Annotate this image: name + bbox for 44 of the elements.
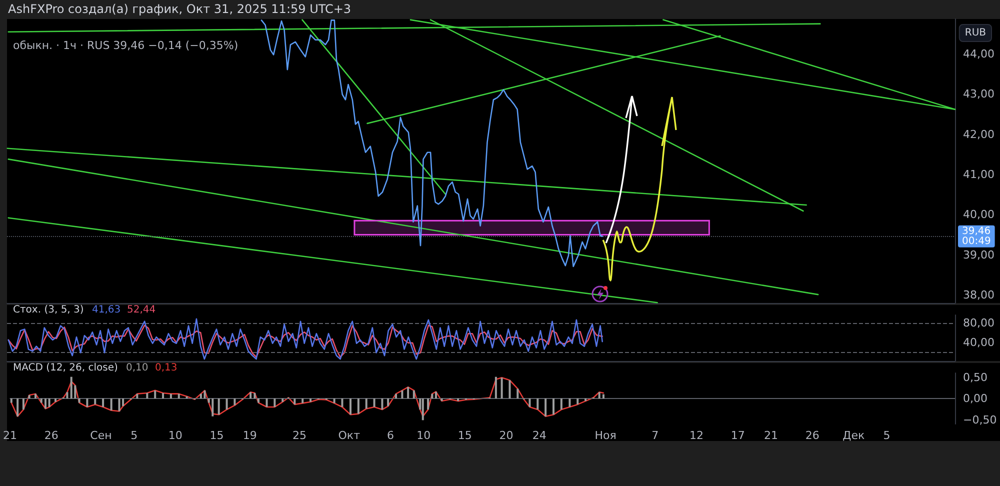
x-tick-label: 5 (883, 429, 890, 442)
x-tick-label: 26 (805, 429, 820, 442)
annotation: 0,13 (155, 362, 178, 374)
x-tick-label: Дек (842, 429, 866, 442)
x-tick-label: 24 (532, 429, 546, 442)
text: обыкн. · 1ч · RUS 39,46 −0,14 (−0,35%) (13, 39, 238, 52)
chart-title: AshFXPro создал(а) график, Окт 31, 2025 11:59 UTC+3 (8, 2, 352, 16)
x-tick-label: 21 (3, 429, 17, 442)
annotation: 52,44 (127, 304, 156, 316)
y-tick-label: 40,00 (963, 336, 994, 349)
ref-line-label: 39,46 00:49 (962, 226, 991, 247)
chart-title: MACD (12, 26, close) (13, 362, 118, 374)
x-tick-label: 10 (416, 429, 431, 442)
x-tick-label: 5 (130, 429, 138, 442)
x-tick-label: 26 (44, 429, 58, 442)
x-tick-label: 12 (690, 429, 704, 442)
x-tick-label: 19 (242, 429, 257, 442)
y-tick-label: 0,50 (963, 370, 988, 384)
x-tick-label: 20 (499, 429, 514, 442)
y-tick-label: 38,00 (963, 288, 994, 302)
x-tick-label: Сен (90, 429, 112, 442)
y-tick-label: 40,00 (963, 208, 994, 222)
y-tick-label: 80,00 (963, 316, 994, 330)
x-tick-label: 15 (458, 429, 472, 442)
x-tick-label: 17 (730, 429, 745, 442)
x-tick-label: Ноя (594, 429, 616, 442)
y-tick-label: −0,50 (963, 413, 997, 426)
x-tick-label: 10 (168, 429, 182, 442)
x-tick-label: Окт (338, 429, 361, 442)
y-axis-title: RUB (964, 28, 986, 38)
x-tick-label: 7 (652, 429, 659, 442)
annotation: 41,63 (92, 304, 121, 316)
chart-title: Стох. (3, 5, 3) (13, 304, 84, 316)
y-tick-label: 41,00 (963, 168, 994, 181)
y-tick-label: 44,00 (963, 47, 994, 60)
y-tick-label: 0,00 (963, 392, 988, 405)
x-tick-label: 21 (764, 429, 778, 442)
x-tick-label: 15 (210, 429, 224, 442)
y-tick-label: 39,00 (963, 248, 994, 262)
y-tick-label: 42,00 (963, 128, 994, 141)
x-tick-label: 25 (292, 429, 306, 442)
x-tick-label: 6 (386, 429, 394, 442)
annotation: 0,10 (126, 362, 148, 374)
y-tick-label: 43,00 (963, 88, 994, 101)
